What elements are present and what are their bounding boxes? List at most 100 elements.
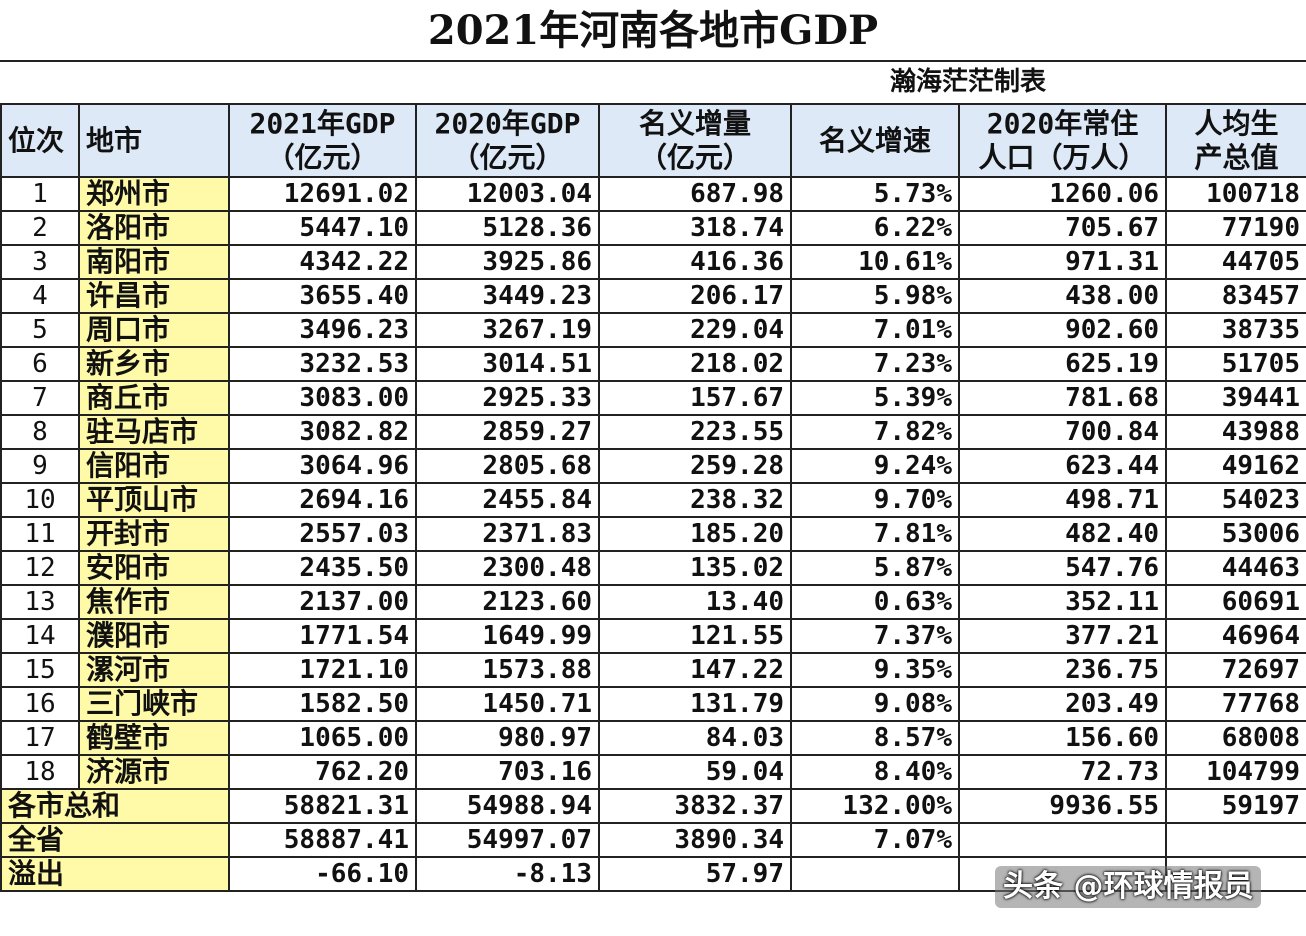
cell: 2805.68 <box>415 448 600 484</box>
cell: 9.08% <box>790 686 960 722</box>
cell: 7.23% <box>790 346 960 382</box>
cell: 1260.06 <box>958 176 1167 212</box>
cell: 13.40 <box>598 584 792 620</box>
data-row: 8 驻马店市 3082.82 2859.27 223.55 7.82% 700.84 4398… <box>0 414 1306 450</box>
header-line: 2020年GDP <box>434 106 581 140</box>
cell: 17 <box>0 720 80 756</box>
cell: 218.02 <box>598 346 792 382</box>
cell: 54988.94 <box>415 788 600 824</box>
empty-cell <box>958 822 1167 858</box>
cell: 1 <box>0 176 80 212</box>
cell: 185.20 <box>598 516 792 552</box>
city-cell: 周口市 <box>78 312 230 348</box>
cell: 58821.31 <box>228 788 417 824</box>
cell: 223.55 <box>598 414 792 450</box>
data-row: 16 三门峡市 1582.50 1450.71 131.79 9.08% 203.49 777… <box>0 686 1306 722</box>
cell: 68008 <box>1165 720 1306 756</box>
cell: 5.73% <box>790 176 960 212</box>
city-cell: 信阳市 <box>78 448 230 484</box>
title: 2021年河南各地市GDP <box>0 0 1306 62</box>
city-cell: 漯河市 <box>78 652 230 688</box>
data-row: 2 洛阳市 5447.10 5128.36 318.74 6.22% 705.67 77190 <box>0 210 1306 246</box>
city-cell: 驻马店市 <box>78 414 230 450</box>
table-body: 1 郑州市 12691.02 12003.04 687.98 5.73% 1260.06 10… <box>0 176 1306 892</box>
cell: 3449.23 <box>415 278 600 314</box>
header-cell: 名义增速 <box>790 103 960 178</box>
data-row: 13 焦作市 2137.00 2123.60 13.40 0.63% 352.11 60691 <box>0 584 1306 620</box>
header-line: 2020年常住 <box>986 106 1139 140</box>
cell: 3082.82 <box>228 414 417 450</box>
header-line: （亿元） <box>266 140 379 174</box>
cell: 16 <box>0 686 80 722</box>
cell: 4342.22 <box>228 244 417 280</box>
cell: 57.97 <box>598 856 792 892</box>
cell: 2455.84 <box>415 482 600 518</box>
cell: 3083.00 <box>228 380 417 416</box>
city-cell: 鹤壁市 <box>78 720 230 756</box>
cell: 3267.19 <box>415 312 600 348</box>
cell: 3 <box>0 244 80 280</box>
empty-cell <box>790 856 960 892</box>
header-cell: 2020年GDP （亿元） <box>415 103 600 178</box>
cell: 9 <box>0 448 80 484</box>
cell: 687.98 <box>598 176 792 212</box>
cell: 13 <box>0 584 80 620</box>
cell: 416.36 <box>598 244 792 280</box>
subtitle: 瀚海茫茫制表 <box>890 67 1047 97</box>
header-line: 位次 <box>8 123 65 157</box>
city-cell: 三门峡市 <box>78 686 230 722</box>
cell: 131.79 <box>598 686 792 722</box>
cell: 3832.37 <box>598 788 792 824</box>
cell: 43988 <box>1165 414 1306 450</box>
cell: 51705 <box>1165 346 1306 382</box>
city-cell: 许昌市 <box>78 278 230 314</box>
summary-row: 各市总和 58821.31 54988.94 3832.37 132.00% 9936.5… <box>0 788 1306 824</box>
cell: 3890.34 <box>598 822 792 858</box>
cell: 12691.02 <box>228 176 417 212</box>
cell: 157.67 <box>598 380 792 416</box>
cell: 7.07% <box>790 822 960 858</box>
cell: 72697 <box>1165 652 1306 688</box>
cell: 39441 <box>1165 380 1306 416</box>
cell: 8.57% <box>790 720 960 756</box>
gdp-table: 位次 地市 2021年GDP （亿元） 2020年GDP （亿元） 名义增量 （亿元） 名义增速… <box>0 103 1306 892</box>
city-cell: 商丘市 <box>78 380 230 416</box>
cell: 10.61% <box>790 244 960 280</box>
header-line: 名义增速 <box>818 123 931 157</box>
cell: 238.32 <box>598 482 792 518</box>
cell: 625.19 <box>958 346 1167 382</box>
data-row: 10 平顶山市 2694.16 2455.84 238.32 9.70% 498.71 540… <box>0 482 1306 518</box>
cell: 132.00% <box>790 788 960 824</box>
cell: -8.13 <box>415 856 600 892</box>
cell: 83457 <box>1165 278 1306 314</box>
cell: 5447.10 <box>228 210 417 246</box>
cell: 18 <box>0 754 80 790</box>
cell: 971.31 <box>958 244 1167 280</box>
cell: 498.71 <box>958 482 1167 518</box>
data-row: 5 周口市 3496.23 3267.19 229.04 7.01% 902.60 38735 <box>0 312 1306 348</box>
header-line: （亿元） <box>638 140 751 174</box>
cell: 438.00 <box>958 278 1167 314</box>
cell: 53006 <box>1165 516 1306 552</box>
cell: 5128.36 <box>415 210 600 246</box>
cell: 2137.00 <box>228 584 417 620</box>
city-cell: 洛阳市 <box>78 210 230 246</box>
city-cell: 濮阳市 <box>78 618 230 654</box>
header-line: 2021年GDP <box>249 106 396 140</box>
cell: 12 <box>0 550 80 586</box>
data-row: 1 郑州市 12691.02 12003.04 687.98 5.73% 1260.06 10… <box>0 176 1306 212</box>
data-row: 3 南阳市 4342.22 3925.86 416.36 10.61% 971.31 4470… <box>0 244 1306 280</box>
data-row: 17 鹤壁市 1065.00 980.97 84.03 8.57% 156.60 68008 <box>0 720 1306 756</box>
cell: 3064.96 <box>228 448 417 484</box>
data-row: 12 安阳市 2435.50 2300.48 135.02 5.87% 547.76 4446… <box>0 550 1306 586</box>
cell: 156.60 <box>958 720 1167 756</box>
header-line: 人口（万人） <box>978 140 1147 174</box>
cell: 5 <box>0 312 80 348</box>
cell: 2123.60 <box>415 584 600 620</box>
cell: 59197 <box>1165 788 1306 824</box>
city-cell: 新乡市 <box>78 346 230 382</box>
city-cell: 焦作市 <box>78 584 230 620</box>
watermark: 头条 @环球情报员 <box>995 866 1262 908</box>
cell: 10 <box>0 482 80 518</box>
